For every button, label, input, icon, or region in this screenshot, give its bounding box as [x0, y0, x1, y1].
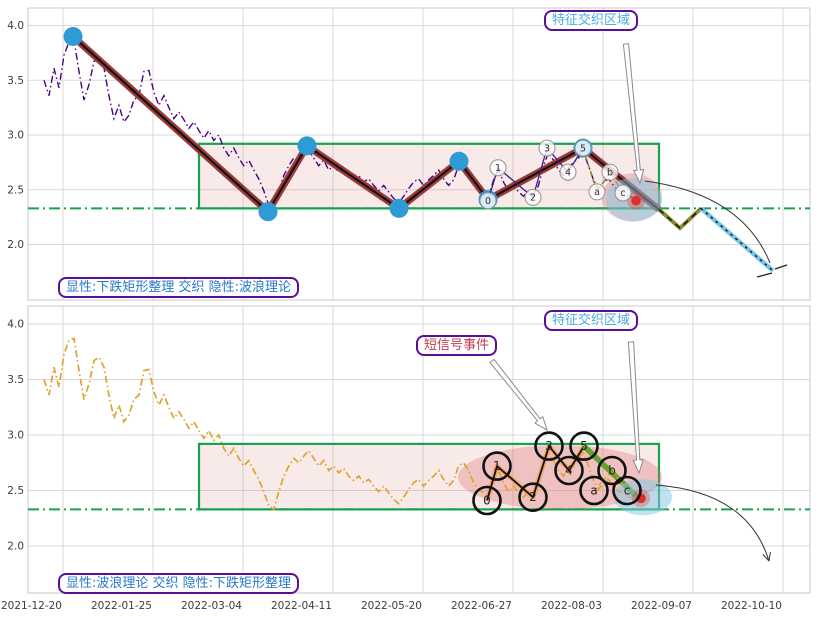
- axis-tick-labels: 2021-12-20 2022-01-25 2022-03-04 2022-04-11…: [1, 20, 782, 612]
- wave-marker-text: a: [594, 187, 600, 198]
- callout-arrow: [622, 43, 645, 185]
- wave-line-black: [486, 445, 585, 501]
- svg-text:2022-10-10: 2022-10-10: [721, 600, 782, 612]
- wave-marker-circle: [534, 431, 564, 461]
- wave-marker-text: c: [620, 188, 625, 199]
- svg-text:2.5: 2.5: [7, 184, 24, 196]
- wave-marker-text: 2: [530, 193, 536, 204]
- svg-text:2.5: 2.5: [7, 485, 24, 497]
- wave-marker-text: 4: [565, 167, 571, 178]
- signal-event-label: 短信号事件: [416, 335, 498, 356]
- wave-marker-circle: [569, 431, 599, 461]
- callout-arrow: [627, 341, 644, 475]
- wave-marker-circle: [554, 455, 584, 486]
- svg-text:2022-04-11: 2022-04-11: [271, 600, 332, 612]
- wave-marker-circle: [614, 184, 632, 202]
- svg-text:2022-06-27: 2022-06-27: [451, 600, 512, 612]
- wave-marker-text: 0: [485, 196, 491, 207]
- wave-marker-text: 1: [495, 163, 501, 174]
- swing-line-core: [72, 35, 660, 213]
- wave-marker-text: b: [607, 167, 613, 178]
- forecast-end-tick: [774, 264, 788, 270]
- svg-text:2022-01-25: 2022-01-25: [91, 600, 152, 612]
- annotation-arrows: [489, 43, 771, 562]
- wave-marker-circle: [579, 475, 609, 506]
- feature-zone-label-bottom: 特征交织区域: [544, 310, 639, 331]
- wave-marker-text: c: [624, 484, 631, 498]
- svg-text:2.0: 2.0: [7, 541, 24, 553]
- svg-text:2.0: 2.0: [7, 239, 24, 251]
- panel1-caption: 显性:下跌矩形整理 交织 隐性:波浪理论: [58, 277, 300, 298]
- forecast-blue-dash: [700, 207, 774, 272]
- callout-arrow: [489, 358, 548, 432]
- wave-marker-circle: [588, 183, 606, 201]
- wave-marker-circle: [482, 451, 512, 481]
- wave-marker-circle: [518, 482, 548, 513]
- panel1-plot: 0 1 2 3 4 5 abc: [28, 27, 810, 278]
- event-dot: [631, 195, 641, 206]
- projection-arc-bottom: [655, 484, 770, 562]
- svg-text:2022-08-03: 2022-08-03: [541, 600, 602, 612]
- wave-marker-circle: [612, 475, 642, 506]
- panel2-grid: [27, 305, 811, 594]
- svg-text:3.0: 3.0: [7, 430, 24, 442]
- projection-arc-top: [644, 180, 771, 264]
- wave-marker-circle: [489, 159, 507, 177]
- forecast-olive: [657, 206, 703, 231]
- pivot-dot: [389, 198, 409, 218]
- arrowhead: [768, 552, 771, 562]
- forecast-end-tick: [756, 272, 773, 278]
- pivot-dot: [449, 151, 469, 171]
- pivot-dot: [258, 202, 278, 222]
- wave-marker-text: 5: [580, 439, 588, 453]
- svg-text:3.5: 3.5: [7, 374, 24, 386]
- svg-text:4.0: 4.0: [7, 20, 24, 32]
- wave-marker-circle: [538, 139, 556, 157]
- wave-marker-circle: [479, 192, 497, 210]
- pivot-dot: [63, 27, 83, 46]
- wave-marker-text: a: [590, 484, 597, 498]
- svg-text:3.0: 3.0: [7, 130, 24, 142]
- wave-marker-circle: [601, 163, 619, 181]
- wave-marker-text: 4: [565, 464, 573, 478]
- wave-marker-text: 3: [545, 439, 553, 453]
- panel2-caption: 显性:波浪理论 交织 隐性:下跌矩形整理: [58, 573, 300, 594]
- svg-text:2022-05-20: 2022-05-20: [361, 600, 422, 612]
- svg-text:3.5: 3.5: [7, 75, 24, 87]
- svg-text:2022-09-07: 2022-09-07: [631, 600, 692, 612]
- svg-text:2021-12-20: 2021-12-20: [1, 600, 62, 612]
- forecast-olive-dash: [658, 207, 702, 230]
- pivot-dot: [297, 136, 317, 156]
- wave-marker-text: 2: [529, 490, 537, 504]
- wave-marker-circle: [524, 188, 542, 206]
- price-line: [43, 38, 634, 210]
- wave-marker-circle: [597, 455, 627, 486]
- svg-text:4.0: 4.0: [7, 319, 24, 331]
- wave-marker-text: 3: [544, 143, 550, 154]
- panel2-plot: 0 1 2 345 abc: [28, 337, 810, 516]
- wave-marker-text: b: [608, 464, 616, 478]
- wave-marker-text: 0: [483, 494, 491, 508]
- wave-marker-circle: [559, 163, 577, 181]
- wave-marker-circle: [472, 485, 502, 516]
- wave-marker-circle: [574, 139, 592, 157]
- wave-marker-text: 5: [580, 143, 586, 154]
- feature-zone-label-top: 特征交织区域: [544, 10, 639, 31]
- wave-marker-text: 1: [493, 459, 501, 473]
- wave-abc-dashed: [593, 469, 628, 492]
- arrowhead: [762, 554, 770, 562]
- svg-text:2022-03-04: 2022-03-04: [181, 600, 242, 612]
